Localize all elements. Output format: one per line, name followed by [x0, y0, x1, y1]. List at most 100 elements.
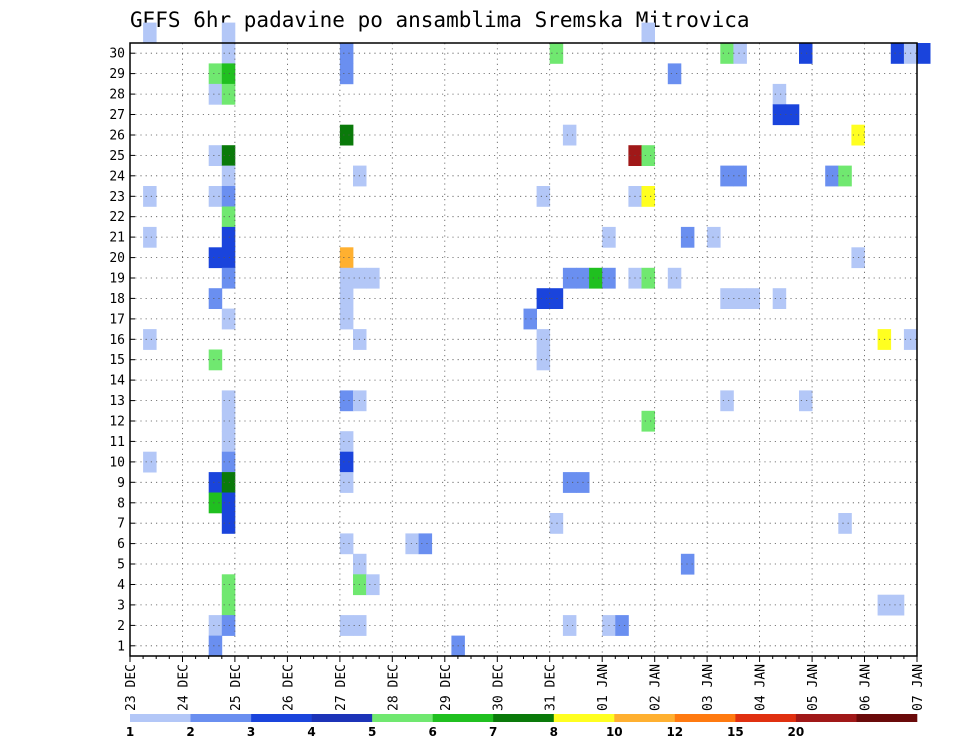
colorbar: 1 2 3 4 5 6 7 8 10 12 15 20	[126, 714, 918, 739]
data-cell	[746, 288, 760, 309]
y-tick-label: 26	[109, 129, 125, 144]
data-cell	[366, 267, 380, 289]
data-cell	[720, 390, 734, 412]
data-cell	[562, 124, 577, 146]
data-cell	[799, 43, 813, 64]
y-tick-label: 1	[117, 639, 125, 654]
data-cell	[890, 594, 905, 616]
data-cell	[667, 267, 682, 289]
data-cell	[680, 226, 695, 248]
y-tick-label: 2	[117, 619, 125, 634]
colorbar-swatch	[553, 714, 615, 722]
y-tick-label: 18	[109, 292, 125, 307]
colorbar-label: 15	[727, 725, 744, 739]
data-cell	[208, 472, 223, 493]
data-cell	[221, 451, 236, 473]
data-cell	[143, 226, 157, 248]
x-tick-label: 27 DEC	[334, 664, 349, 711]
data-cell	[208, 186, 223, 207]
data-cell	[208, 492, 223, 514]
plot-frame	[129, 42, 918, 657]
colorbar-swatch	[493, 714, 554, 722]
x-tick-label: 06 JAN	[859, 664, 874, 711]
y-tick-label: 11	[109, 435, 125, 450]
data-cell	[366, 574, 380, 596]
data-cell	[772, 83, 787, 105]
data-cell	[208, 615, 223, 636]
data-cell	[143, 329, 157, 350]
data-cell	[221, 615, 236, 636]
data-cell	[221, 43, 236, 64]
data-cell	[720, 165, 734, 187]
data-cell	[221, 492, 236, 514]
x-axis: 23 DEC 24 DEC 25 DEC 26 DEC 27 DEC 28 DEC 29 D…	[124, 656, 926, 711]
y-tick-label: 7	[117, 517, 125, 532]
data-cell	[221, 247, 236, 269]
x-tick-label: 04 JAN	[754, 664, 769, 711]
y-tick-label: 28	[109, 88, 125, 103]
data-cell	[536, 329, 551, 350]
y-tick-label: 29	[109, 67, 125, 82]
data-cell	[825, 165, 839, 187]
grid-layer	[130, 43, 917, 656]
data-cell	[641, 410, 655, 432]
colorbar-swatch	[372, 714, 433, 722]
y-tick-label: 10	[109, 455, 125, 470]
y-tick-label: 17	[109, 312, 125, 327]
data-cell	[339, 63, 354, 85]
x-tick-label: 29 DEC	[439, 664, 454, 711]
y-axis: 1234567891011121314151617181920212223242…	[109, 47, 135, 654]
data-cell	[143, 451, 157, 473]
colorbar-swatch	[614, 714, 676, 722]
y-tick-label: 30	[109, 47, 125, 62]
data-cell	[536, 288, 551, 309]
y-tick-label: 23	[109, 190, 125, 205]
data-cell	[641, 22, 655, 44]
data-cell	[221, 472, 236, 493]
data-cell	[208, 63, 223, 85]
data-cell	[221, 165, 236, 187]
data-cell	[339, 472, 354, 493]
data-cell	[339, 43, 354, 64]
data-cell	[339, 451, 354, 473]
data-cell	[208, 288, 223, 309]
data-cell	[772, 104, 787, 126]
colorbar-label: 7	[489, 725, 497, 739]
data-cell	[890, 43, 905, 64]
colorbar-swatch	[251, 714, 312, 722]
data-cell	[208, 247, 223, 269]
data-cell	[339, 308, 354, 330]
data-cell	[221, 145, 236, 166]
colorbar-swatch	[735, 714, 797, 722]
data-cell	[785, 104, 800, 126]
data-cell	[339, 615, 354, 636]
y-tick-label: 21	[109, 231, 125, 246]
data-cell	[221, 63, 236, 85]
x-tick-label: 03 JAN	[701, 664, 716, 711]
y-tick-label: 15	[109, 353, 125, 368]
data-cell	[838, 513, 852, 534]
data-cell	[208, 635, 223, 657]
x-tick-label: 23 DEC	[124, 664, 139, 711]
data-cell	[221, 226, 236, 248]
y-tick-label: 4	[117, 578, 125, 593]
y-tick-label: 19	[109, 272, 125, 287]
x-tick-label: 05 JAN	[806, 664, 821, 711]
data-cell	[208, 83, 223, 105]
data-cell	[772, 288, 787, 309]
data-cell	[221, 83, 236, 105]
data-cell	[339, 124, 354, 146]
data-cell	[221, 431, 236, 452]
data-cell	[720, 43, 734, 64]
data-cell	[680, 553, 695, 575]
colorbar-label: 12	[666, 725, 683, 739]
colorbar-label: 10	[606, 725, 623, 739]
data-cell	[615, 615, 629, 636]
colorbar-label: 6	[429, 725, 437, 739]
colorbar-label: 4	[307, 725, 315, 739]
y-tick-label: 25	[109, 149, 125, 164]
data-cell	[733, 43, 747, 64]
y-tick-label: 14	[109, 374, 125, 389]
data-cell	[733, 288, 747, 309]
x-tick-label: 24 DEC	[177, 664, 192, 711]
